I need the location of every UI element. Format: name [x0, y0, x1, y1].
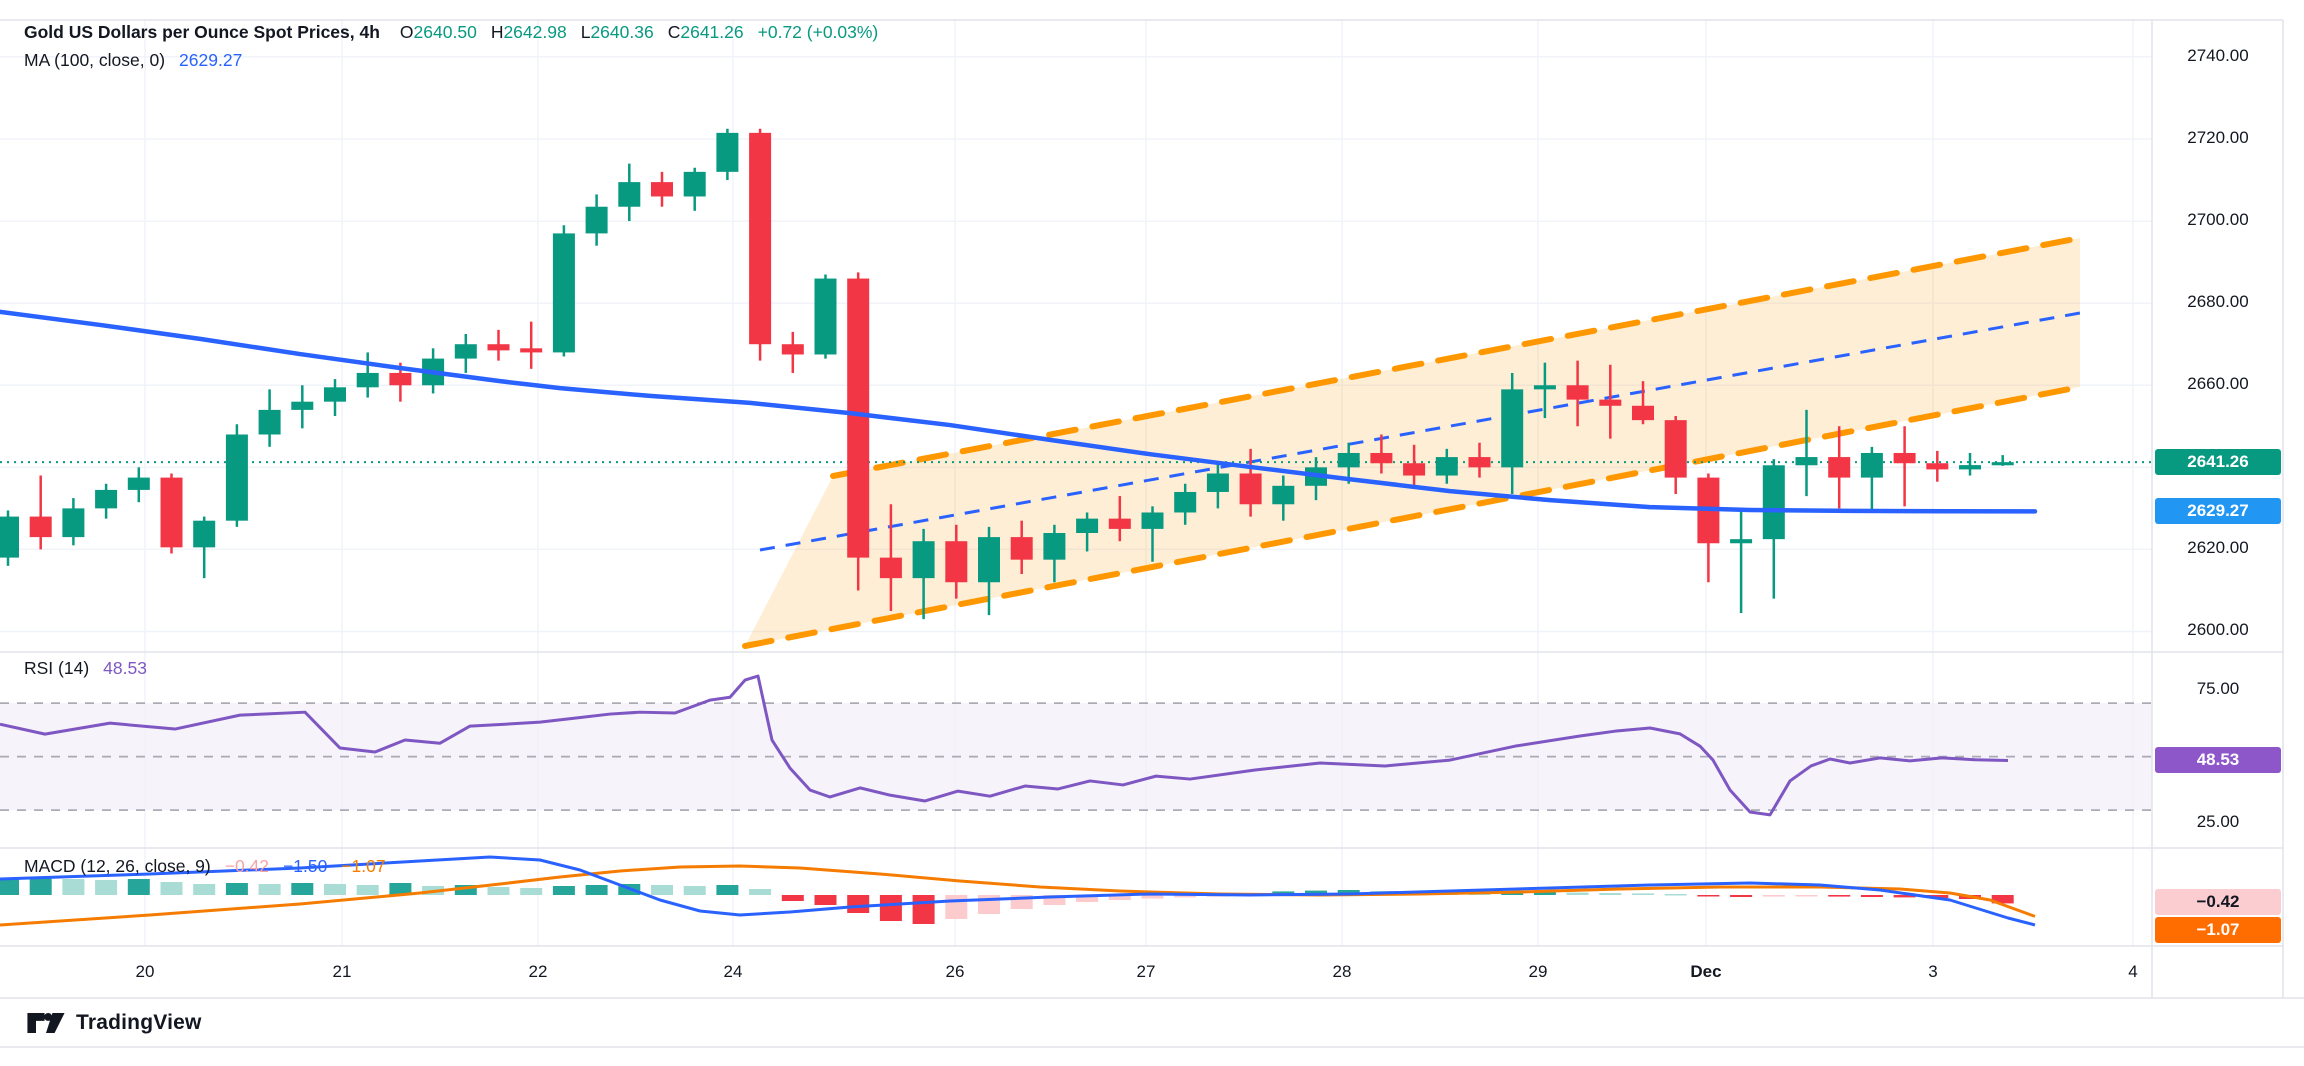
- time-tick-label: 28: [1332, 962, 1352, 981]
- ma-price-badge: 2629.27: [2155, 498, 2281, 524]
- price-tick-label: 2700.00: [2187, 210, 2249, 230]
- time-tick-label: Dec: [1690, 962, 1722, 981]
- time-tick-label: 26: [945, 962, 965, 981]
- macd-hist-value: −0.42: [224, 856, 270, 876]
- ma-legend-label[interactable]: MA (100, close, 0): [24, 50, 166, 70]
- last-price-badge: 2641.26: [2155, 449, 2281, 475]
- low-pair: L2640.36: [581, 22, 654, 43]
- main-legend: Gold US Dollars per Ounce Spot Prices, 4…: [24, 22, 878, 43]
- macd-legend-label[interactable]: MACD (12, 26, close, 9): [24, 856, 211, 876]
- price-tick-label: 2660.00: [2187, 374, 2249, 394]
- time-tick-label: 24: [723, 962, 743, 981]
- ma-legend-value: 2629.27: [179, 50, 243, 70]
- rsi-legend-value: 48.53: [103, 658, 147, 678]
- close-label: C: [667, 22, 681, 42]
- high-label: H: [490, 22, 504, 42]
- time-tick-label: 21: [332, 962, 352, 981]
- price-tick-label: 2680.00: [2187, 292, 2249, 312]
- time-tick-label: 20: [135, 962, 155, 981]
- low-value: 2640.36: [590, 22, 654, 42]
- price-tick-label: 2740.00: [2187, 45, 2249, 65]
- price-tick-label: 2720.00: [2187, 128, 2249, 148]
- open-value: 2640.50: [413, 22, 477, 42]
- time-tick-label: 27: [1136, 962, 1156, 981]
- brand-name: TradingView: [76, 1011, 202, 1034]
- rsi-tick-label: 25.00: [2196, 812, 2240, 832]
- time-tick-label: 29: [1528, 962, 1548, 981]
- change-value: +0.72 (+0.03%): [757, 22, 879, 42]
- open-label: O: [399, 22, 414, 42]
- close-value: 2641.26: [680, 22, 744, 42]
- time-tick-label: 22: [528, 962, 548, 981]
- high-value: 2642.98: [503, 22, 567, 42]
- tradingview-mark-icon: [27, 1013, 65, 1033]
- time-tick-label: 3: [1928, 962, 1938, 981]
- low-label: L: [580, 22, 591, 42]
- rsi-legend: RSI (14) 48.53: [24, 658, 147, 679]
- price-tick-label: 2620.00: [2187, 538, 2249, 558]
- time-tick-label: 4: [2128, 962, 2138, 981]
- close-pair: C2641.26: [668, 22, 744, 43]
- ma-legend: MA (100, close, 0) 2629.27: [24, 50, 242, 71]
- rsi-legend-label[interactable]: RSI (14): [24, 658, 90, 678]
- macd-hist-badge: −0.42: [2155, 889, 2281, 915]
- price-tick-label: 2600.00: [2187, 620, 2249, 640]
- macd-signal-value: −1.07: [341, 856, 386, 876]
- rsi-tick-label: 75.00: [2196, 678, 2240, 698]
- macd-legend: MACD (12, 26, close, 9) −0.42 −1.50 −1.0…: [24, 856, 386, 877]
- macd-line-value: −1.50: [283, 856, 328, 876]
- macd-signal-badge: −1.07: [2155, 917, 2281, 943]
- open-pair: O2640.50: [400, 22, 477, 43]
- rsi-value-badge: 48.53: [2155, 747, 2281, 773]
- tradingview-logo[interactable]: TradingView: [26, 1008, 202, 1038]
- high-pair: H2642.98: [491, 22, 567, 43]
- symbol-title[interactable]: Gold US Dollars per Ounce Spot Prices, 4…: [24, 22, 380, 42]
